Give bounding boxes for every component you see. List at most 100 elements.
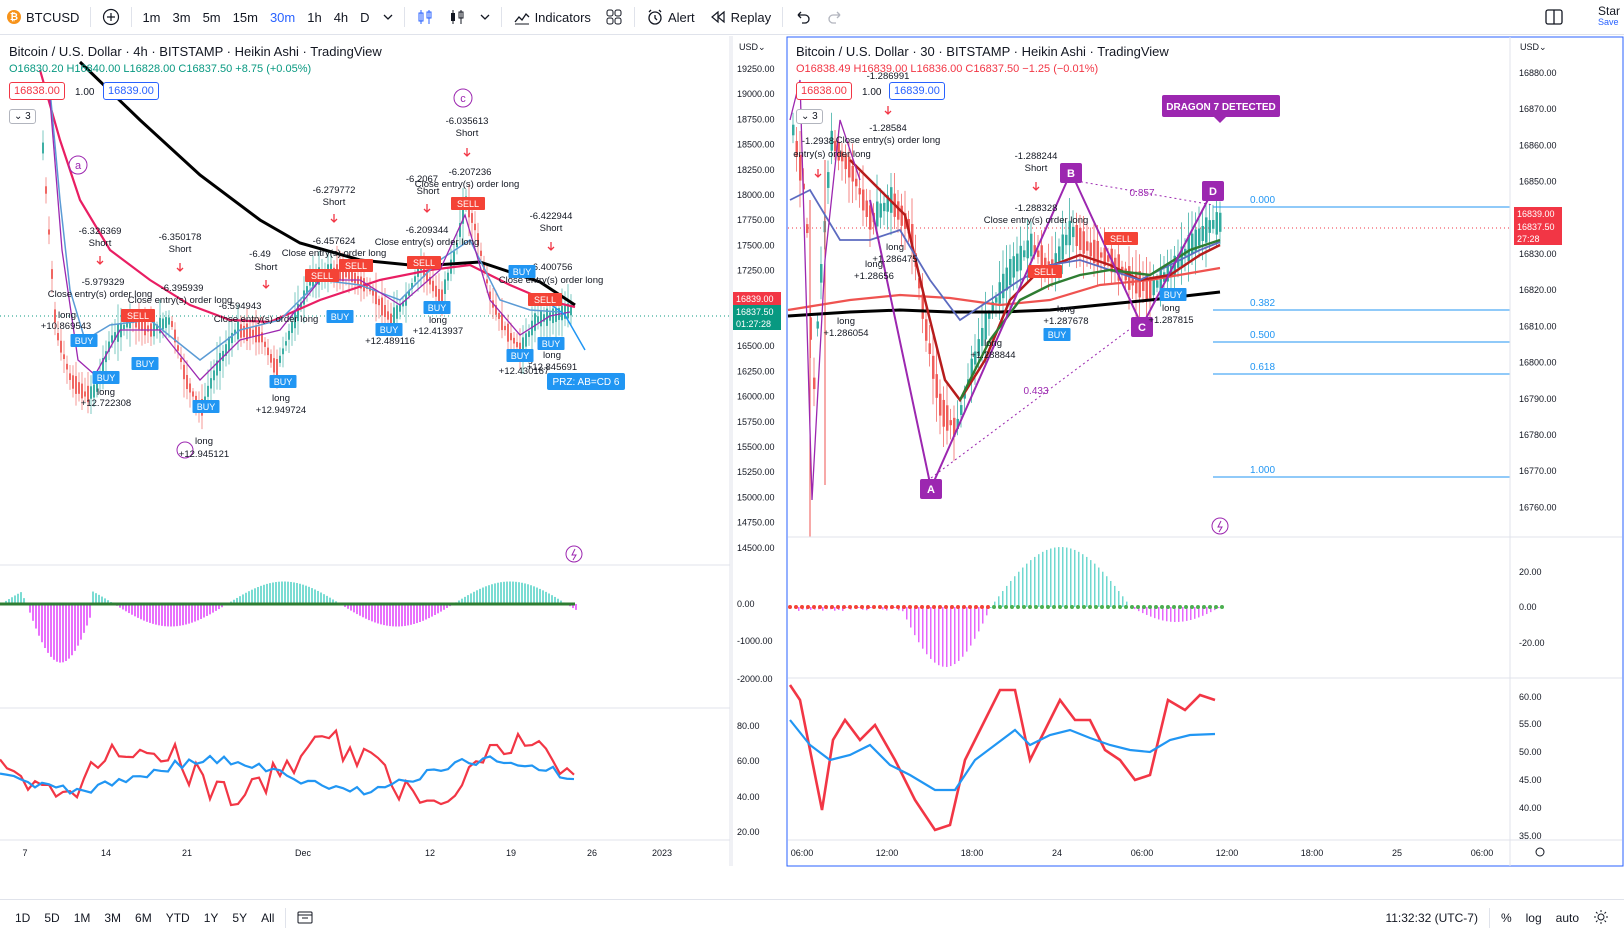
left-candle: [207, 385, 209, 397]
short-arrow-icon: [96, 256, 104, 265]
alert-button[interactable]: Alert: [639, 8, 702, 26]
right-osc-zero-dot: [1220, 605, 1224, 609]
left-rsi-tick-label: 60.00: [737, 756, 760, 766]
left-osc-bar: [440, 604, 442, 612]
range-1d[interactable]: 1D: [15, 911, 31, 925]
left-candle: [462, 206, 464, 224]
right-candle: [827, 172, 830, 188]
timeframe-5m[interactable]: 5m: [202, 9, 221, 25]
toolbar-divider: [131, 7, 133, 27]
right-osc-bar: [1166, 607, 1168, 622]
layout-split-button[interactable]: [1537, 8, 1571, 26]
range-5d[interactable]: 5D: [44, 911, 60, 925]
left-layers-toggle[interactable]: ⌄ 3: [9, 109, 36, 124]
percent-scale-toggle[interactable]: %: [1500, 911, 1512, 925]
left-price-tick-label: 17250.00: [737, 266, 775, 276]
chart-type-bars-button[interactable]: [409, 8, 441, 26]
right-layers-toggle[interactable]: ⌄ 3: [796, 109, 823, 124]
left-candle: [78, 382, 80, 394]
chart-type-dropdown[interactable]: [473, 12, 497, 22]
left-buy-price-button[interactable]: 16839.00: [103, 82, 159, 100]
left-signal-buy-label: BUY: [428, 303, 447, 313]
symbol-search[interactable]: ₿ BTCUSD: [0, 10, 86, 25]
right-rsi-tick-label: 60.00: [1519, 692, 1542, 702]
right-osc-zero-dot: [794, 605, 798, 609]
range-5y[interactable]: 5Y: [232, 911, 248, 925]
right-price-tag-bg: [1514, 207, 1562, 220]
undo-icon: [797, 11, 810, 24]
right-chart[interactable]: 16880.0016870.0016860.0016850.0016840.00…: [787, 68, 1562, 858]
charts-canvas[interactable]: 19250.0019000.0018750.0018500.0018250.00…: [0, 36, 1624, 899]
left-strategy-annotation: -6.422944: [530, 211, 573, 222]
right-candle: [900, 205, 903, 226]
right-strategy-annotation: long: [886, 242, 904, 253]
left-time-tick-label: 7: [22, 848, 27, 858]
left-strategy-annotation: +12.489116: [365, 336, 415, 347]
left-candle: [351, 269, 353, 283]
timeframe-30m[interactable]: 30m: [269, 9, 296, 25]
left-price-tick-label: 14750.00: [737, 518, 775, 528]
templates-button[interactable]: [598, 8, 630, 26]
chart-type-candles-button[interactable]: [441, 8, 473, 26]
right-chart-title: Bitcoin / U.S. Dollar · 30 · BITSTAMP · …: [796, 44, 1169, 59]
right-sell-price-button[interactable]: 16838.00: [796, 82, 852, 100]
left-osc-bar: [212, 604, 214, 613]
indicators-button[interactable]: Indicators: [506, 8, 598, 26]
right-osc-bar: [1034, 556, 1036, 607]
range-1y[interactable]: 1Y: [203, 911, 219, 925]
right-osc-bar: [946, 607, 948, 667]
right-candle: [995, 297, 998, 303]
timeframe-3m[interactable]: 3m: [172, 9, 191, 25]
save-layout-button[interactable]: Star Save: [1591, 5, 1624, 28]
scale-settings-button[interactable]: [1586, 909, 1616, 928]
range-ytd[interactable]: YTD: [165, 911, 190, 925]
timeframe-d[interactable]: D: [360, 9, 370, 25]
replay-label: Replay: [730, 9, 772, 25]
right-candle: [1016, 253, 1019, 272]
gear-icon: [1535, 847, 1545, 857]
timeframe-4h[interactable]: 4h: [333, 9, 349, 25]
range-3m[interactable]: 3M: [104, 911, 122, 925]
left-sell-price-button[interactable]: 16838.00: [9, 82, 65, 100]
left-signal-sell-label: SELL: [534, 295, 556, 305]
replay-button[interactable]: Replay: [702, 8, 778, 26]
clock-timezone[interactable]: 11:32:32 (UTC-7): [1385, 911, 1478, 925]
right-osc-bar: [882, 607, 884, 610]
toolbar-divider: [782, 7, 784, 27]
timeframe-15m[interactable]: 15m: [232, 9, 258, 25]
right-osc-zero-dot: [1172, 605, 1176, 609]
left-candle: [147, 325, 149, 332]
right-osc-bar: [1202, 607, 1204, 616]
right-currency-label[interactable]: USD⌄: [1520, 42, 1547, 52]
right-osc-bar: [1190, 607, 1192, 620]
compare-symbol-button[interactable]: [95, 8, 127, 26]
log-scale-toggle[interactable]: log: [1525, 911, 1542, 925]
candles-icon: [418, 10, 432, 24]
timeframe-1m[interactable]: 1m: [142, 9, 161, 25]
timeframe-dropdown[interactable]: [376, 12, 400, 22]
left-osc-bar: [278, 581, 280, 604]
goto-date-button[interactable]: [290, 910, 320, 927]
range-1m[interactable]: 1M: [73, 911, 91, 925]
right-buy-price-button[interactable]: 16839.00: [889, 82, 945, 100]
right-osc-zero-dot: [788, 605, 792, 609]
left-ma-blue-line: [49, 89, 561, 361]
left-price-tick-label: 19250.00: [737, 64, 775, 74]
timeframe-1h[interactable]: 1h: [307, 9, 322, 25]
left-chart[interactable]: 19250.00 19000.00 18750.00 18500.00 18250.00…: [0, 60, 781, 858]
left-osc-bar: [131, 604, 133, 615]
undo-button[interactable]: [787, 8, 819, 26]
redo-button[interactable]: [819, 8, 851, 26]
left-candle: [570, 304, 572, 316]
auto-scale-toggle[interactable]: auto: [1555, 911, 1579, 925]
right-osc-zero-dot: [884, 605, 888, 609]
right-candle: [918, 278, 921, 289]
range-all[interactable]: All: [261, 911, 275, 925]
right-osc-bar: [1150, 607, 1152, 617]
left-candle: [234, 329, 236, 335]
range-6m[interactable]: 6M: [135, 911, 152, 925]
left-currency-label[interactable]: USD⌄: [739, 42, 766, 52]
right-candle: [1054, 253, 1057, 269]
left-osc-bar: [20, 592, 22, 604]
left-osc-bar: [311, 588, 313, 604]
